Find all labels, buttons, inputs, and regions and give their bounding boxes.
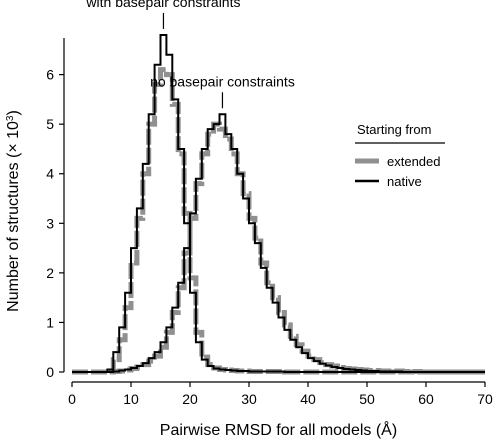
legend-title: Starting from <box>357 122 431 137</box>
x-ticks: 0 10 20 30 40 50 60 70 <box>68 382 493 407</box>
x-tick-label: 0 <box>68 391 76 407</box>
y-axis-title-main: Number of structures (× 10 <box>5 121 22 312</box>
annotation-label: no basepair constraints <box>150 73 295 89</box>
y-tick-label: 3 <box>46 215 54 231</box>
x-tick-label: 40 <box>300 391 316 407</box>
annotation-label: with basepair constraints <box>85 0 240 10</box>
y-axis-title-close: ) <box>5 110 22 115</box>
x-tick-label: 10 <box>123 391 139 407</box>
x-tick-label: 20 <box>182 391 198 407</box>
y-tick-label: 6 <box>46 67 54 83</box>
annotations: with basepair constraints no basepair con… <box>85 0 295 109</box>
y-tick-label: 0 <box>46 364 54 380</box>
y-tick-label: 2 <box>46 265 54 281</box>
legend-label-extended: extended <box>387 154 441 169</box>
x-tick-label: 60 <box>418 391 434 407</box>
x-tick-label: 30 <box>241 391 257 407</box>
series-layer <box>72 33 485 375</box>
y-axis-title: Number of structures (× 103) <box>5 110 23 312</box>
legend-label-native: native <box>387 174 422 189</box>
y-ticks: 0 1 2 3 4 5 6 <box>46 67 64 380</box>
x-tick-label: 70 <box>477 391 493 407</box>
y-axis-title-exponent: 3 <box>5 115 16 121</box>
x-tick-label: 50 <box>359 391 375 407</box>
y-tick-label: 4 <box>46 166 54 182</box>
legend: Starting from extended native <box>355 122 445 189</box>
axes <box>63 38 485 383</box>
y-tick-label: 5 <box>46 116 54 132</box>
y-tick-label: 1 <box>46 314 54 330</box>
x-axis-title: Pairwise RMSD for all models (Å) <box>160 420 397 439</box>
series-line-1 <box>72 67 485 375</box>
series-line-2 <box>72 113 485 373</box>
